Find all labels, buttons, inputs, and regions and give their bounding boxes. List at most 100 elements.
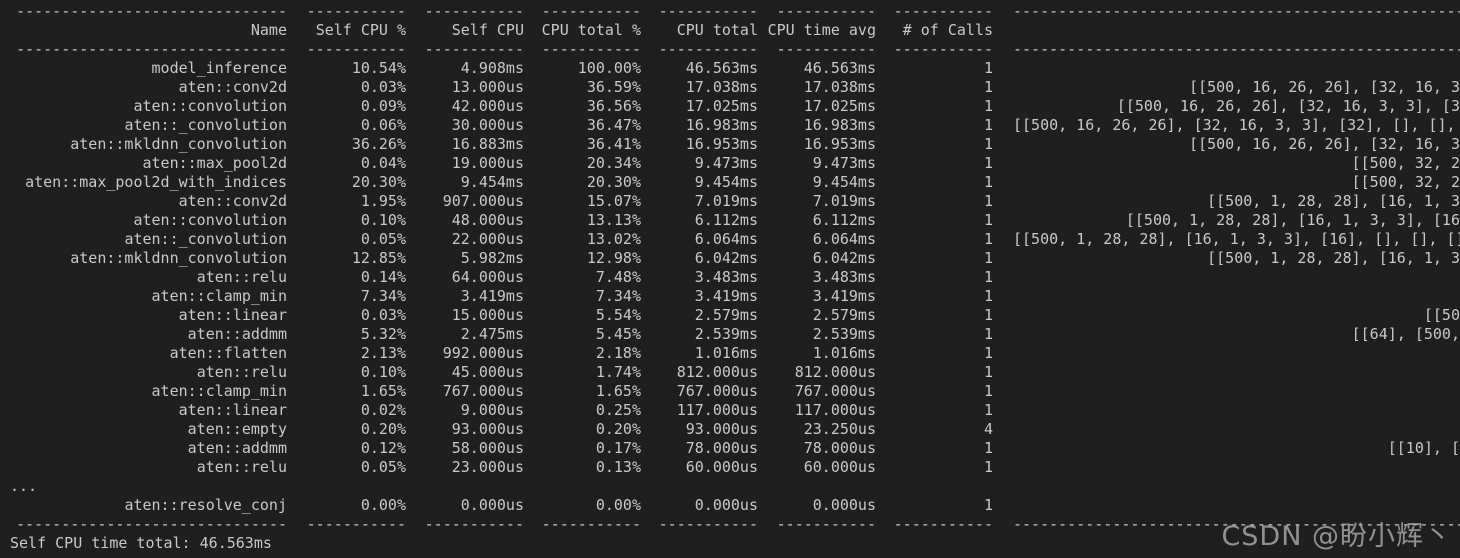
cell-cpu-total-pct: CPU total %: [541, 21, 641, 39]
cell-name: aten::_convolution: [124, 116, 287, 134]
cell-cpu-total: 6.112ms: [694, 211, 758, 229]
table-row: aten::relu 0.10% 45.000us 1.74% 812.000us 812…: [10, 363, 1460, 382]
separator-row: ------------------------------ ----------…: [10, 40, 1460, 59]
separator-self-cpu-pct: -----------: [306, 2, 406, 20]
cell-self-cpu-pct: 0.14%: [360, 268, 406, 286]
cell-self-cpu: 2.475ms: [460, 325, 524, 343]
cell-num-calls: 1: [983, 249, 993, 267]
cell-num-calls: 1: [983, 325, 993, 343]
cell-self-cpu-pct: 0.06%: [360, 116, 406, 134]
cell-num-calls: 1: [983, 211, 993, 229]
cell-self-cpu: 16.883ms: [451, 135, 524, 153]
cell-cpu-time-avg: 2.539ms: [812, 325, 876, 343]
separator-input-shapes: ----------------------------------------…: [1013, 2, 1460, 20]
cell-input-shapes: [[500, 16, 26, 26], [32, 16, 3, 3], [32]…: [1013, 116, 1460, 134]
cell-cpu-total: 78.000us: [685, 439, 758, 457]
separator-cpu-total: -----------: [658, 40, 758, 58]
table-row: aten::max_pool2d_with_indices 20.30% 9.454…: [10, 173, 1460, 192]
cell-name: aten::_convolution: [124, 230, 287, 248]
cell-name: aten::mkldnn_convolution: [70, 249, 287, 267]
cell-name: aten::flatten: [169, 344, 287, 362]
cell-num-calls: 1: [983, 439, 993, 457]
cell-cpu-total: 16.953ms: [685, 135, 758, 153]
table-row: aten::linear 0.03% 15.000us 5.54% 2.579ms 2.5…: [10, 306, 1460, 325]
cell-cpu-total: 7.019ms: [694, 192, 758, 210]
cell-input-shapes: [[500, 1, 28, 28], [16, 1, 3, 3], [16: [1125, 211, 1460, 229]
separator-num-calls: -----------: [893, 40, 993, 58]
cell-num-calls: 1: [983, 135, 993, 153]
separator-self-cpu: -----------: [424, 40, 524, 58]
cell-cpu-time-avg: 16.953ms: [803, 135, 876, 153]
cell-input-shapes: [[500, 16, 26, 26], [32, 16, 3: [1189, 135, 1460, 153]
cell-cpu-time-avg: 3.419ms: [812, 287, 876, 305]
cell-cpu-total-pct: 7.34%: [595, 287, 641, 305]
cell-cpu-total-pct: 0.17%: [595, 439, 641, 457]
cell-self-cpu-pct: 0.10%: [360, 211, 406, 229]
table-row: aten::mkldnn_convolution 36.26% 16.883ms 36…: [10, 135, 1460, 154]
cell-cpu-total-pct: 7.48%: [595, 268, 641, 286]
cell-num-calls: 1: [983, 344, 993, 362]
cell-input-shapes: [993, 496, 1460, 515]
cell-self-cpu: 3.419ms: [460, 287, 524, 305]
profiler-table: ----------- ----------- -------- --- -------…: [10, 2, 1460, 534]
cell-cpu-time-avg: 1.016ms: [812, 344, 876, 362]
cell-cpu-time-avg: 3.483ms: [812, 268, 876, 286]
cell-cpu-total-pct: 1.65%: [595, 382, 641, 400]
cell-input-shapes: [993, 59, 1460, 78]
separator-row: ------------------------------ ----------…: [10, 2, 1460, 21]
cell-name: aten::resolve_conj: [124, 496, 287, 514]
cell-num-calls: 1: [983, 306, 993, 324]
table-row: aten::_convolution 0.05% 22.000us 13.02% 6.0…: [10, 230, 1460, 249]
cell-cpu-total: 3.483ms: [694, 268, 758, 286]
cell-name: aten::conv2d: [178, 192, 287, 210]
cell-cpu-total: 93.000us: [685, 420, 758, 438]
cell-name: aten::mkldnn_convolution: [70, 135, 287, 153]
cell-cpu-time-avg: 17.025ms: [803, 97, 876, 115]
cell-cpu-time-avg: 16.983ms: [803, 116, 876, 134]
cell-cpu-time-avg: 2.579ms: [812, 306, 876, 324]
cell-self-cpu-pct: 0.12%: [360, 439, 406, 457]
cell-cpu-time-avg: 9.454ms: [812, 173, 876, 191]
table-row: aten::flatten 2.13% 992.000us 2.18% 1.016ms 1…: [10, 344, 1460, 363]
cell-cpu-total: 3.419ms: [694, 287, 758, 305]
cell-self-cpu-pct: 2.13%: [360, 344, 406, 362]
cell-input-shapes: [[500, 32, 2: [1351, 154, 1460, 172]
table-row: aten::conv2d 1.95% 907.000us 15.07% 7.019ms 7…: [10, 192, 1460, 211]
cell-cpu-total-pct: 0.20%: [595, 420, 641, 438]
cell-self-cpu-pct: 0.03%: [360, 306, 406, 324]
table-row: aten::mkldnn_convolution 12.85% 5.982ms 12.…: [10, 249, 1460, 268]
cell-input-shapes: [993, 363, 1460, 382]
cell-self-cpu: 5.982ms: [460, 249, 524, 267]
cell-cpu-time-avg: 7.019ms: [812, 192, 876, 210]
table-row: aten::relu 0.14% 64.000us 7.48% 3.483ms 3.483…: [10, 268, 1460, 287]
cell-cpu-total-pct: 13.02%: [586, 230, 641, 248]
cell-cpu-total: 6.064ms: [694, 230, 758, 248]
cell-self-cpu: 42.000us: [451, 97, 524, 115]
cell-name: aten::relu: [196, 268, 287, 286]
table-row: aten::_convolution 0.06% 30.000us 36.47% 16.…: [10, 116, 1460, 135]
separator-cpu-time-avg: -----------: [776, 515, 876, 533]
cell-cpu-total: 117.000us: [676, 401, 758, 419]
cell-self-cpu: 30.000us: [451, 116, 524, 134]
cell-cpu-total: CPU total: [676, 21, 758, 39]
table-row: aten::max_pool2d 0.04% 19.000us 20.34% 9.473…: [10, 154, 1460, 173]
cell-self-cpu: 22.000us: [451, 230, 524, 248]
cell-self-cpu: 64.000us: [451, 268, 524, 286]
cell-self-cpu-pct: 0.03%: [360, 78, 406, 96]
cell-name: aten::convolution: [133, 97, 287, 115]
cell-name: aten::addmm: [187, 325, 287, 343]
separator-cpu-total-pct: -----------: [541, 2, 641, 20]
cell-cpu-total-pct: 1.74%: [595, 363, 641, 381]
cell-num-calls: 1: [983, 401, 993, 419]
cell-self-cpu-pct: 0.05%: [360, 230, 406, 248]
cell-self-cpu: 9.000us: [460, 401, 524, 419]
cell-cpu-total-pct: 36.47%: [586, 116, 641, 134]
cell-name: aten::linear: [178, 306, 287, 324]
cell-self-cpu-pct: 12.85%: [351, 249, 406, 267]
cell-cpu-total: 6.042ms: [694, 249, 758, 267]
cell-cpu-total-pct: 20.30%: [586, 173, 641, 191]
cell-cpu-total-pct: 5.54%: [595, 306, 641, 324]
cell-cpu-total: 9.454ms: [694, 173, 758, 191]
cell-cpu-total-pct: 15.07%: [586, 192, 641, 210]
